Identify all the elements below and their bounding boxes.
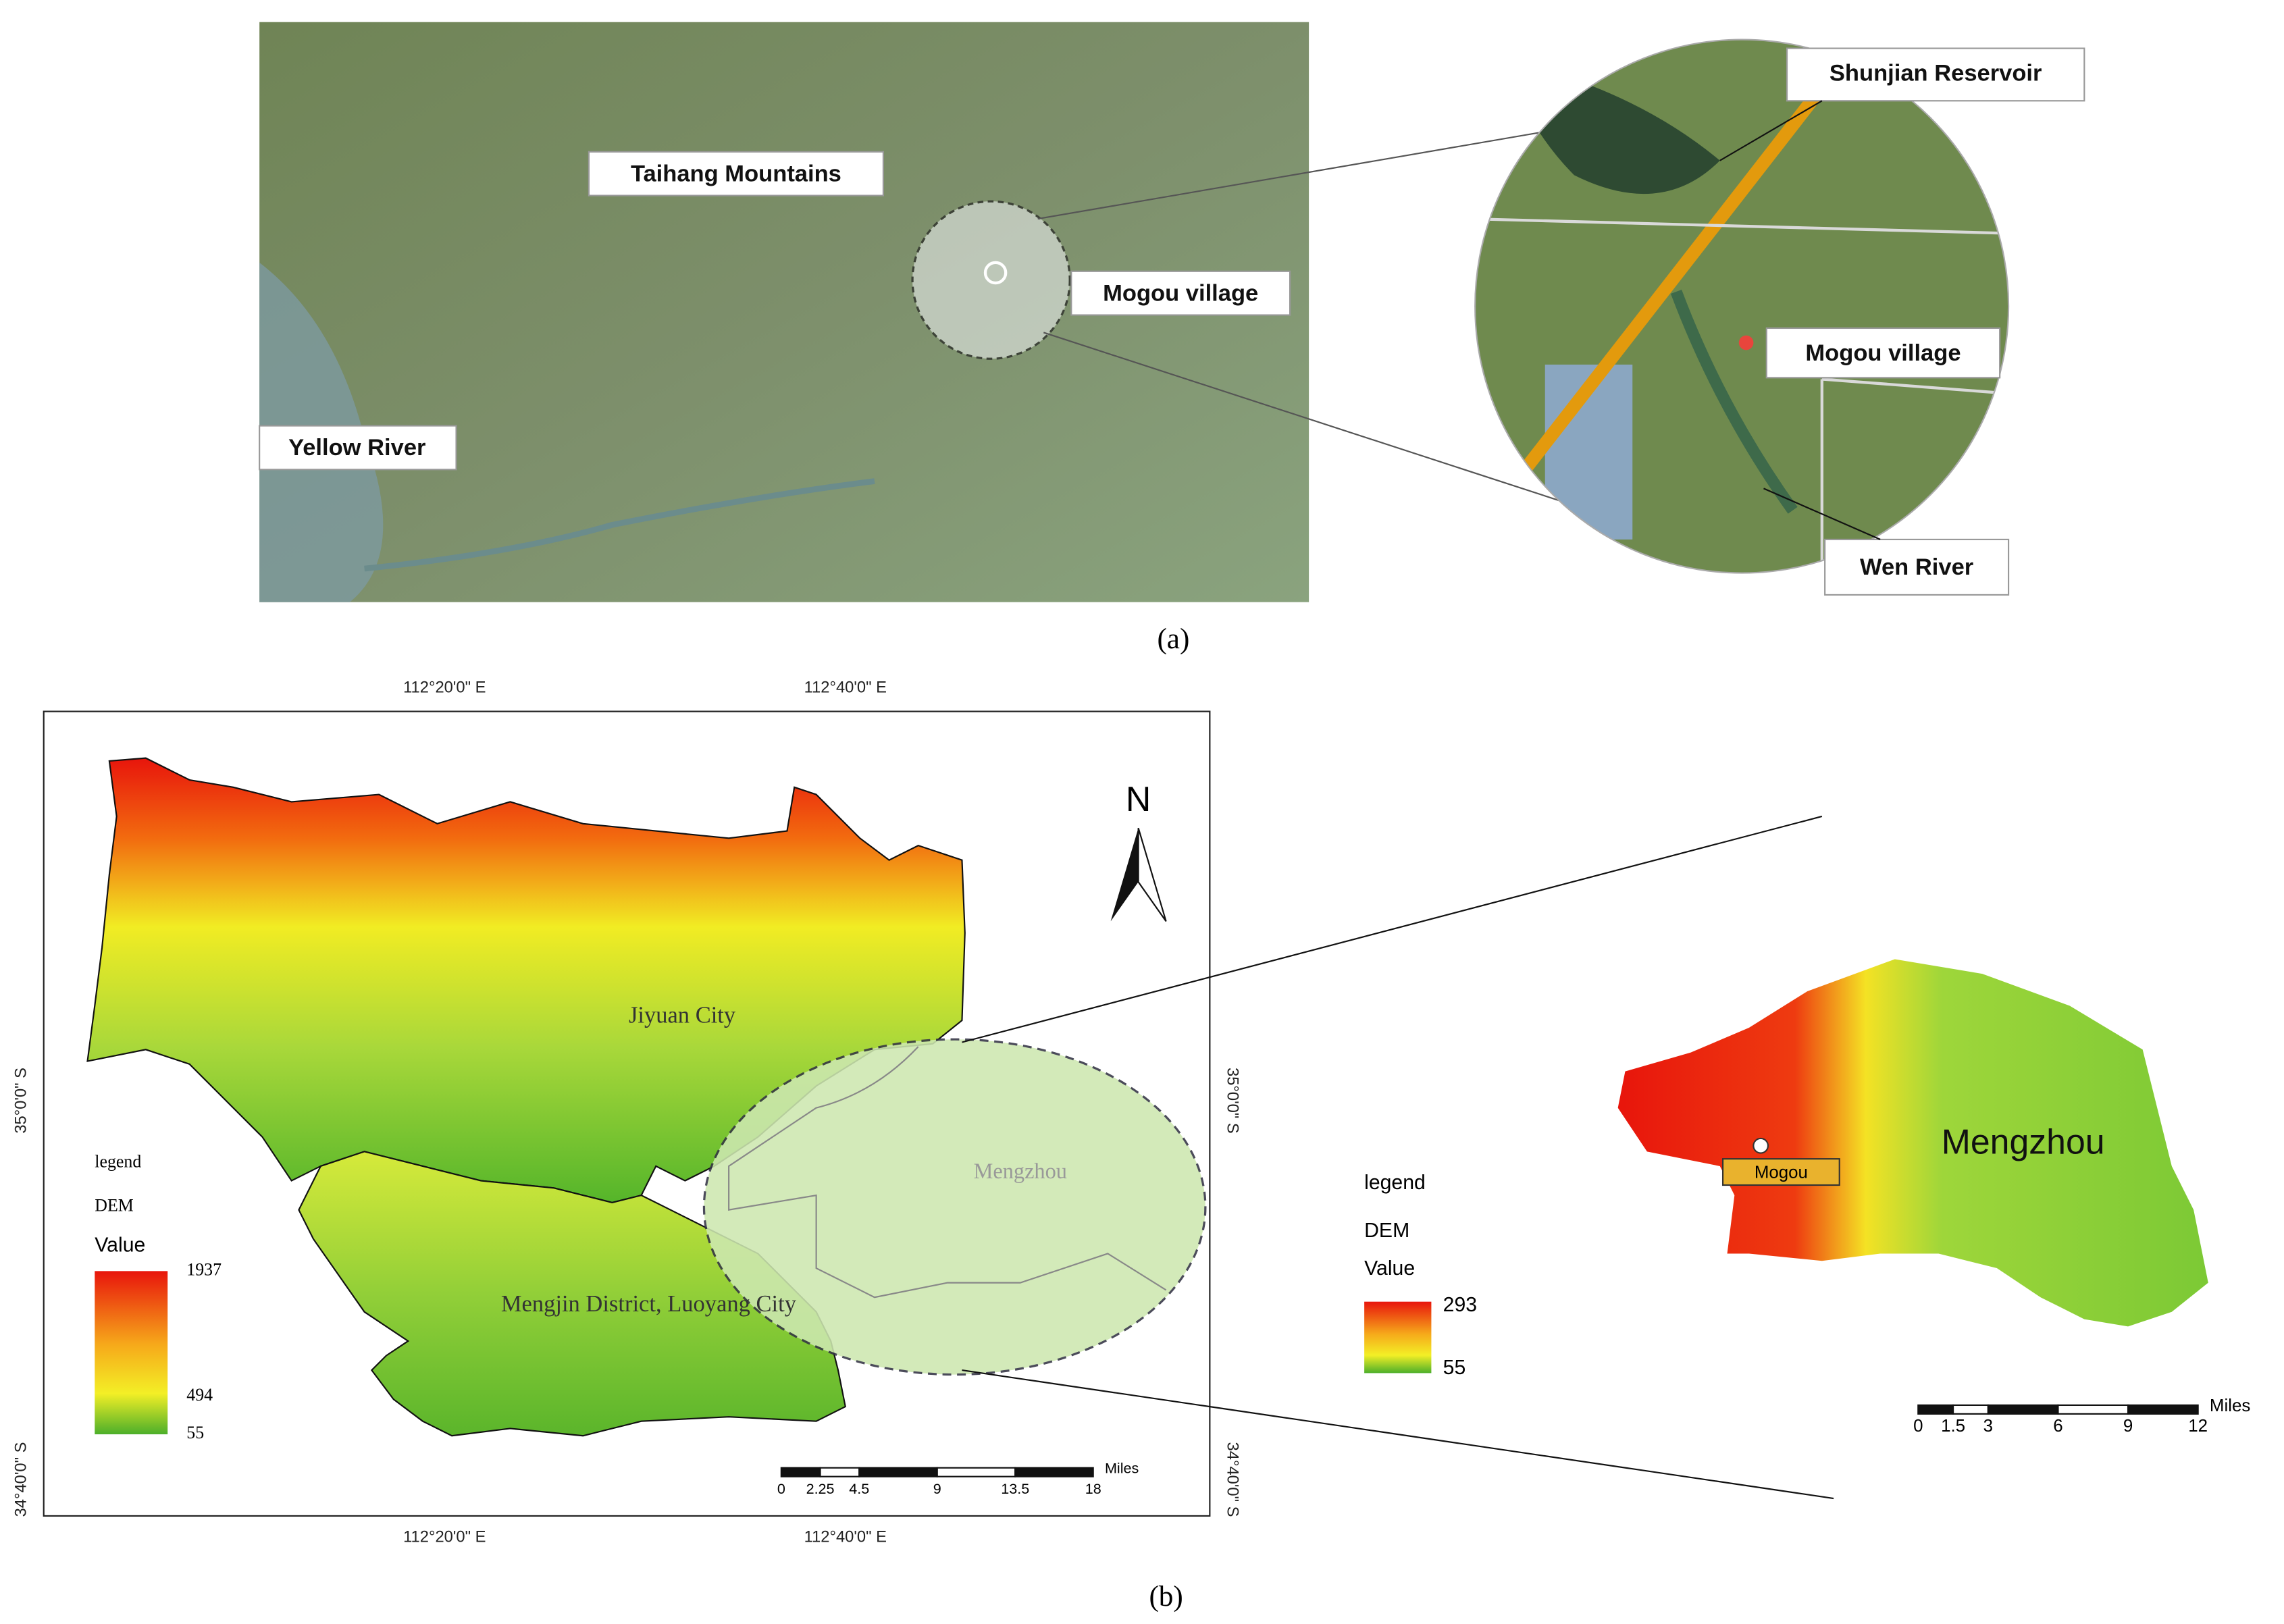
scale-label: 9: [2123, 1417, 2133, 1436]
caption: (a): [1157, 623, 1189, 655]
scale-label: 6: [2053, 1417, 2062, 1436]
connector: [1037, 123, 1589, 220]
legend-value: 55: [186, 1423, 204, 1442]
scale-segment: [936, 1467, 1016, 1477]
scale-label: 13.5: [1001, 1480, 1029, 1497]
wen-river: [1670, 289, 1798, 514]
scale-segment: [2057, 1404, 2129, 1415]
road: [1510, 83, 1827, 486]
legend-ramp: [95, 1271, 168, 1435]
north-arrow: [1110, 828, 1139, 922]
mengzhou-dem: [1617, 959, 2208, 1327]
longitude-label: 112°40'0" E: [804, 1529, 887, 1546]
north-label: N: [1126, 779, 1151, 818]
scale-segment: [1917, 1404, 1954, 1415]
scale-label: 3: [1983, 1417, 1993, 1436]
legend-field: Value: [1364, 1257, 1415, 1280]
region-label: Jiyuan City: [629, 1003, 736, 1028]
label-box: [1070, 270, 1291, 316]
label-box: [259, 425, 457, 471]
longitude-label: 112°20'0" E: [403, 1529, 486, 1546]
label: Mogou village: [1103, 280, 1258, 306]
label: Mogou village: [1805, 340, 1961, 366]
region-label: Mengzhou: [974, 1159, 1067, 1184]
legend-title: legend: [95, 1152, 141, 1172]
latitude-label: 35°0'0" S: [13, 1068, 30, 1134]
scale-unit: Miles: [1105, 1460, 1139, 1477]
label-box: [1765, 327, 2001, 379]
latitude-label: 34°40'0" S: [13, 1442, 30, 1517]
location-pin: [983, 261, 1008, 285]
connector: [962, 1369, 1834, 1500]
label-box: [1824, 538, 2010, 596]
scale-label: 0: [1913, 1417, 1923, 1436]
legend-value: 1937: [186, 1259, 222, 1279]
village-pin: [1753, 1137, 1769, 1154]
longitude-label: 112°40'0" E: [804, 679, 887, 696]
location-circle: [911, 200, 1071, 360]
label: Shunjian Reservoir: [1829, 61, 2042, 86]
village-label: Mogou: [1755, 1163, 1808, 1182]
scale-segment: [819, 1467, 860, 1477]
scale-segment: [1987, 1404, 2059, 1415]
scale-label: 18: [1085, 1480, 1101, 1497]
scale-segment: [858, 1467, 938, 1477]
caption: (b): [1149, 1581, 1183, 1613]
scale-segment: [2127, 1404, 2199, 1415]
label: Wen River: [1860, 554, 1973, 580]
latitude-label: 35°0'0" S: [1223, 1068, 1241, 1134]
legend-layer: DEM: [1364, 1220, 1409, 1242]
village-marker: [1738, 335, 1754, 350]
label-box: [1786, 47, 2085, 102]
pointer: [1719, 100, 1823, 161]
village-box: [1721, 1158, 1840, 1186]
label: Taihang Mountains: [631, 161, 841, 186]
region-label: Mengzhou: [1942, 1122, 2105, 1161]
label: Yellow River: [288, 435, 425, 461]
scale-label: 1.5: [1941, 1417, 1965, 1436]
legend-value: 494: [186, 1385, 213, 1405]
connector: [1043, 332, 1567, 504]
scale-segment: [780, 1467, 821, 1477]
connector: [962, 815, 1823, 1043]
river-line: [364, 478, 875, 572]
legend-field: Value: [95, 1234, 145, 1257]
scale-segment: [1014, 1467, 1094, 1477]
label-box: [588, 151, 884, 197]
region-label: Mengjin District, Luoyang City: [501, 1291, 797, 1317]
legend-title: legend: [1364, 1172, 1426, 1194]
boundary: [728, 1046, 1167, 1299]
scale-label: 0: [777, 1480, 785, 1497]
north-arrow: [1137, 827, 1167, 922]
legend-ramp: [1364, 1301, 1432, 1373]
scale-label: 2.25: [806, 1480, 835, 1497]
legend-value: 293: [1443, 1294, 1477, 1316]
legend-value: 55: [1443, 1357, 1466, 1379]
roads: [1475, 217, 2009, 573]
longitude-label: 112°20'0" E: [403, 679, 486, 696]
scale-segment: [1952, 1404, 1989, 1415]
scale-unit: Miles: [2210, 1396, 2250, 1415]
pointer: [1763, 488, 1881, 540]
scale-label: 9: [933, 1480, 941, 1497]
inset-border: [1474, 38, 2010, 574]
scale-label: 12: [2188, 1417, 2208, 1436]
scale-label: 4.5: [849, 1480, 869, 1497]
latitude-label: 34°40'0" S: [1223, 1442, 1241, 1517]
legend-layer: DEM: [95, 1195, 134, 1215]
mengjin-dem: [298, 1151, 847, 1437]
mengzhou-highlight: [702, 1038, 1207, 1376]
